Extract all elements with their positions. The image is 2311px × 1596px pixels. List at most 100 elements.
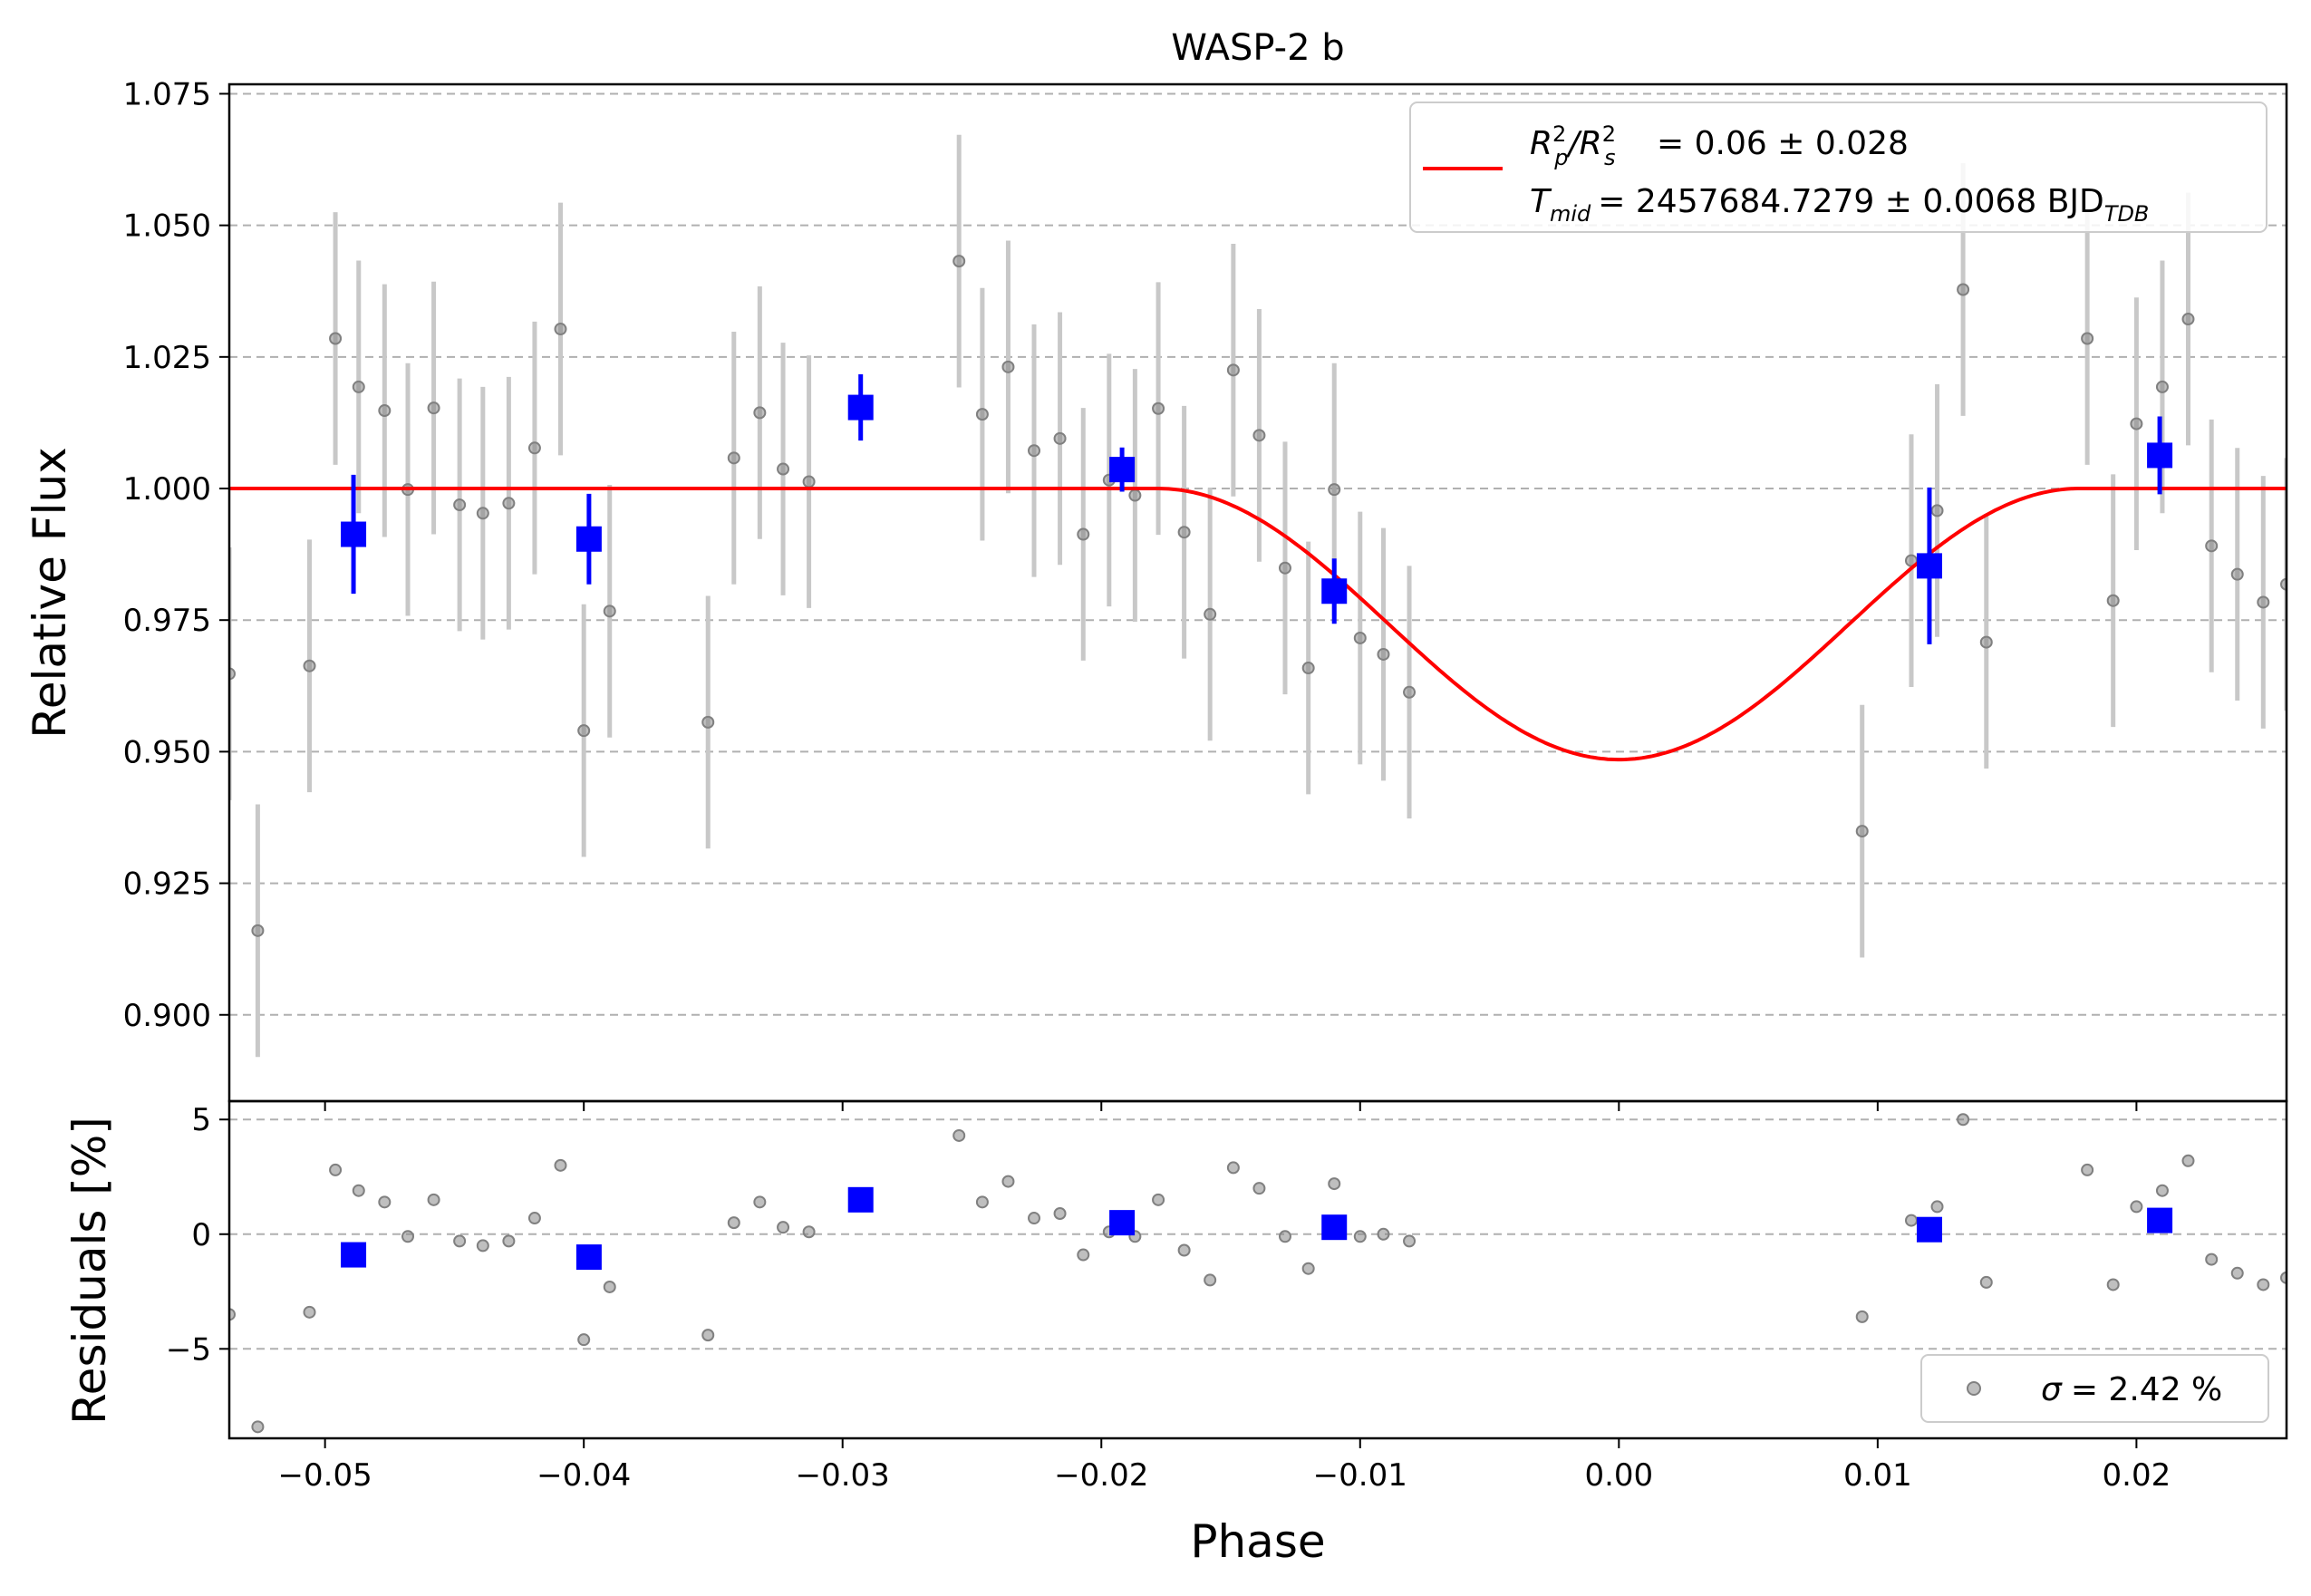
residual-point bbox=[2181, 1154, 2195, 1167]
residual-point bbox=[476, 1239, 489, 1253]
residual-binned-points bbox=[341, 1186, 2173, 1271]
x-tick-label: 0.01 bbox=[1843, 1457, 1912, 1494]
residual-point bbox=[352, 1184, 365, 1197]
data-point bbox=[1979, 635, 1993, 649]
residual-point bbox=[1252, 1182, 1266, 1195]
bottom-axes-frame bbox=[227, 1099, 2288, 1440]
residual-point bbox=[1930, 1200, 1944, 1214]
residual-point bbox=[378, 1195, 392, 1209]
residual-point bbox=[1979, 1275, 1993, 1289]
bottom-y-tick-label: −5 bbox=[166, 1331, 211, 1368]
top-y-tick-label: 0.950 bbox=[123, 734, 211, 770]
residual-point bbox=[2155, 1184, 2169, 1197]
bottom-y-tick-label: 5 bbox=[191, 1102, 211, 1138]
bottom-y-tick-label: 0 bbox=[191, 1217, 211, 1253]
residual-point bbox=[1028, 1212, 1041, 1225]
binned-point bbox=[1916, 553, 1942, 579]
residual-binned-point bbox=[1321, 1214, 1348, 1241]
residual-point bbox=[1353, 1230, 1367, 1243]
residual-point bbox=[1403, 1234, 1417, 1248]
residual-point bbox=[603, 1280, 616, 1293]
transit-model-curve bbox=[229, 487, 2287, 762]
residual-point bbox=[1177, 1243, 1191, 1257]
bottom-y-axis-label: Residuals [%] bbox=[63, 1117, 116, 1425]
residual-point bbox=[802, 1225, 816, 1239]
residual-point bbox=[251, 1420, 265, 1434]
data-point bbox=[554, 323, 567, 336]
x-axis-label: Phase bbox=[1190, 1515, 1325, 1568]
binned-point bbox=[575, 526, 602, 552]
residual-binned-point bbox=[575, 1244, 602, 1271]
residual-point bbox=[502, 1234, 516, 1248]
data-point bbox=[527, 441, 541, 455]
residual-point bbox=[2257, 1278, 2270, 1291]
legend-sigma: σ = 2.42 % bbox=[2041, 1371, 2222, 1408]
top-y-axis-label: Relative Flux bbox=[24, 447, 76, 738]
data-point bbox=[427, 401, 440, 415]
top-y-tick-label: 0.900 bbox=[123, 998, 211, 1034]
data-point bbox=[2181, 313, 2195, 326]
data-point bbox=[1204, 607, 1217, 621]
residual-point bbox=[1204, 1273, 1217, 1287]
residual-binned-point bbox=[847, 1186, 874, 1213]
data-point bbox=[2130, 417, 2143, 430]
data-point bbox=[251, 924, 265, 937]
residual-point bbox=[777, 1221, 790, 1234]
chart-title: WASP-2 b bbox=[1171, 27, 1344, 69]
residual-binned-point bbox=[2147, 1207, 2173, 1233]
top-data-points bbox=[229, 255, 2287, 937]
top-y-tick-label: 1.025 bbox=[123, 340, 211, 376]
binned-point bbox=[847, 394, 874, 421]
data-point bbox=[2155, 380, 2169, 393]
residual-point bbox=[2106, 1278, 2120, 1291]
x-tick-label: −0.03 bbox=[796, 1457, 890, 1494]
residual-point bbox=[1001, 1175, 1015, 1188]
residual-point bbox=[701, 1329, 715, 1342]
residual-point bbox=[1077, 1248, 1090, 1262]
residual-point bbox=[2205, 1253, 2219, 1266]
top-legend: R2 p/R2 s = 0.06 ± 0.028 Tmid = 2457684.727… bbox=[1409, 102, 2267, 233]
data-point bbox=[1403, 685, 1417, 699]
bottom-legend: σ = 2.42 % bbox=[1920, 1354, 2269, 1423]
data-point bbox=[952, 255, 966, 268]
residual-point bbox=[1226, 1161, 1240, 1175]
x-tick-label: −0.05 bbox=[278, 1457, 372, 1494]
top-error-bars bbox=[229, 134, 2287, 1058]
residual-point bbox=[229, 1308, 236, 1321]
data-point bbox=[1152, 401, 1165, 415]
data-point bbox=[378, 404, 392, 418]
residual-point bbox=[527, 1212, 541, 1225]
data-point bbox=[1128, 488, 1142, 502]
data-point bbox=[2257, 595, 2270, 609]
data-point bbox=[453, 498, 467, 512]
binned-point bbox=[2147, 442, 2173, 469]
data-point bbox=[502, 497, 516, 510]
legend-residual-swatch bbox=[1967, 1381, 1981, 1396]
data-point bbox=[1377, 647, 1390, 661]
data-point bbox=[1353, 631, 1367, 644]
data-point bbox=[1252, 429, 1266, 442]
data-point bbox=[2205, 539, 2219, 553]
data-point bbox=[303, 659, 316, 672]
data-point bbox=[229, 667, 236, 681]
top-y-ticks: 1.075 1.050 1.025 1.000 0.975 0.950 0.925 0.900 bbox=[123, 76, 229, 1034]
top-axes-frame bbox=[227, 82, 2288, 1103]
data-point bbox=[975, 408, 989, 421]
residual-binned-point bbox=[1109, 1210, 1136, 1236]
data-point bbox=[352, 380, 365, 393]
residual-point bbox=[1957, 1113, 1970, 1127]
data-point bbox=[1177, 526, 1191, 539]
data-point bbox=[2106, 594, 2120, 607]
binned-point bbox=[1321, 578, 1348, 605]
data-point bbox=[1855, 825, 1869, 838]
data-point bbox=[1001, 360, 1015, 373]
data-point bbox=[476, 507, 489, 520]
top-y-tick-label: 0.925 bbox=[123, 866, 211, 903]
data-point bbox=[1957, 283, 1970, 296]
residual-point bbox=[453, 1234, 467, 1248]
residual-point bbox=[753, 1195, 767, 1209]
data-point bbox=[1328, 483, 1341, 497]
x-tick-label: −0.04 bbox=[537, 1457, 631, 1494]
residual-point bbox=[2280, 1271, 2287, 1284]
